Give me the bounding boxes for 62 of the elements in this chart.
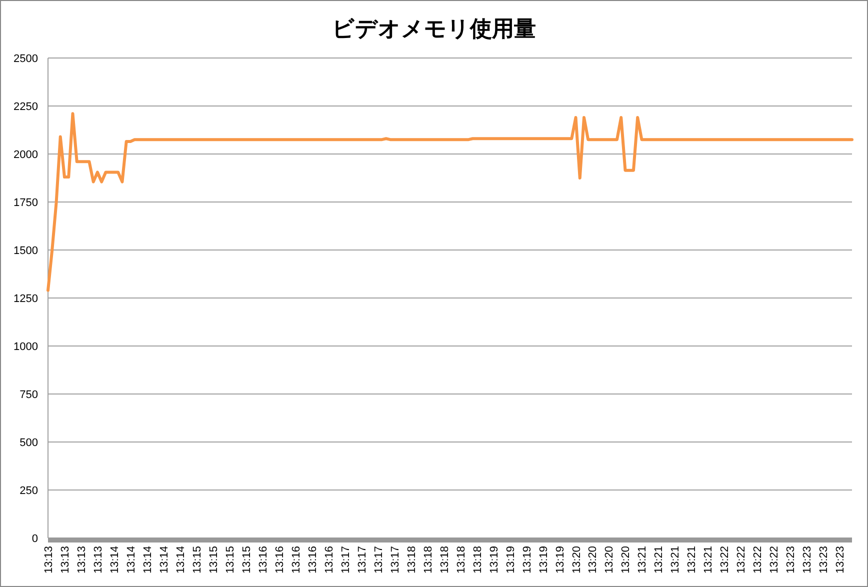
x-tick-label: 13:19: [538, 546, 550, 574]
x-tick-label: 13:16: [290, 546, 302, 574]
x-tick-label: 13:21: [636, 546, 649, 574]
x-tick-label: 13:14: [142, 546, 154, 574]
x-tick-label: 13:18: [472, 546, 484, 574]
x-tick-label: 13:18: [438, 546, 451, 574]
x-tick-label: 13:19: [521, 546, 534, 574]
y-tick-label: 1250: [14, 292, 38, 305]
x-tick-label: 13:22: [752, 546, 764, 574]
x-tick-label: 13:17: [356, 546, 368, 574]
y-tick-label: 750: [20, 388, 38, 401]
x-tick-label: 13:20: [620, 546, 632, 574]
x-tick-label: 13:23: [834, 546, 847, 574]
x-tick-label: 13:13: [43, 546, 55, 574]
y-tick-label: 2500: [14, 52, 38, 65]
x-tick-label: 13:22: [736, 546, 748, 574]
x-tick-label: 13:19: [554, 546, 566, 574]
x-tick-label: 13:19: [488, 546, 500, 574]
x-tick-label: 13:19: [504, 546, 517, 574]
x-tick-label: 13:13: [76, 546, 88, 574]
x-tick-label: 13:18: [422, 546, 434, 574]
x-tick-label: 13:15: [224, 546, 236, 574]
x-tick-label: 13:22: [719, 546, 732, 574]
x-tick-label: 13:15: [240, 546, 253, 574]
x-tick-label: 13:20: [570, 546, 583, 574]
x-tick-label: 13:17: [389, 546, 402, 574]
x-tick-label: 13:18: [406, 546, 418, 574]
x-tick-label: 13:15: [191, 546, 204, 574]
x-tick-label: 13:16: [257, 546, 270, 574]
x-tick-label: 13:18: [455, 546, 468, 574]
y-tick-label: 2000: [14, 148, 38, 161]
y-tick-label: 500: [20, 436, 38, 449]
chart-title: ビデオメモリ使用量: [332, 16, 536, 41]
x-tick-label: 13:16: [323, 546, 336, 574]
x-tick-label: 13:21: [702, 546, 715, 574]
x-tick-label: 13:13: [59, 546, 72, 574]
x-tick-label: 13:16: [306, 546, 319, 574]
y-tick-label: 250: [20, 484, 38, 497]
y-tick-label: 1750: [14, 196, 38, 209]
x-tick-label: 13:14: [125, 546, 138, 574]
x-tick-label: 13:16: [274, 546, 286, 574]
x-tick-label: 13:21: [670, 546, 682, 574]
x-tick-label: 13:17: [372, 546, 385, 574]
x-tick-label: 13:14: [108, 546, 121, 574]
x-tick-label: 13:13: [92, 546, 104, 574]
x-tick-label: 13:14: [158, 546, 170, 574]
x-tick-label: 13:23: [818, 546, 830, 574]
y-tick-label: 1500: [14, 244, 38, 257]
x-tick-label: 13:23: [785, 546, 798, 574]
x-tick-label: 13:14: [174, 546, 187, 574]
x-tick-label: 13:20: [604, 546, 616, 574]
x-tick-label: 13:21: [653, 546, 666, 574]
x-tick-label: 13:20: [587, 546, 600, 574]
x-tick-label: 13:17: [340, 546, 352, 574]
x-tick-label: 13:22: [768, 546, 781, 574]
y-tick-label: 1000: [14, 340, 38, 353]
line-series: [46, 112, 854, 292]
x-tick-label: 13:21: [686, 546, 698, 574]
x-tick-label: 13:23: [802, 546, 814, 574]
y-tick-label: 2250: [14, 100, 38, 113]
y-tick-label: 0: [32, 532, 38, 545]
x-tick-label: 13:15: [208, 546, 220, 574]
